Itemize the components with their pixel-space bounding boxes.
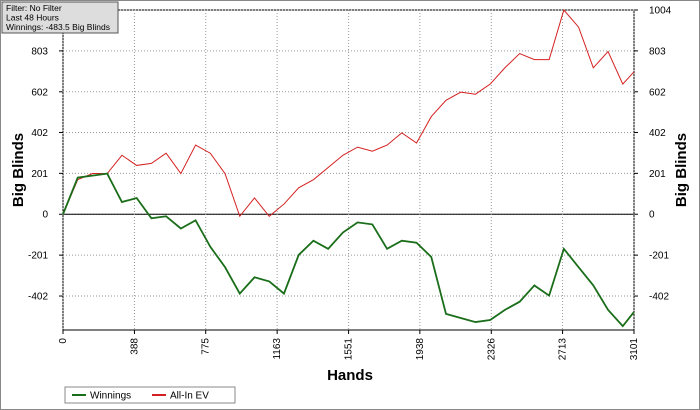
y2-axis-label: Big Blinds — [673, 133, 690, 207]
x-tick-label: 1551 — [344, 338, 355, 361]
x-tick-label: 1163 — [272, 338, 283, 360]
x-tick-label: 388 — [129, 338, 140, 355]
x-tick-label: 775 — [201, 338, 212, 355]
y-axis-label: Big Blinds — [10, 133, 27, 207]
y2-tick-label: 0 — [649, 210, 655, 221]
x-tick-label: 2713 — [558, 338, 569, 361]
y-tick-label: -402 — [28, 292, 48, 303]
y2-tick-label: -402 — [649, 292, 669, 303]
y-tick-label: 402 — [31, 128, 48, 139]
y-tick-label: 602 — [31, 87, 48, 98]
legend-label: Winnings — [90, 391, 131, 402]
y2-tick-label: 402 — [649, 128, 666, 139]
y2-tick-label: 803 — [649, 46, 666, 57]
y-tick-label: 0 — [42, 210, 48, 221]
legend-label: All-In EV — [170, 391, 209, 402]
y2-tick-label: 602 — [649, 87, 666, 98]
info-line: Last 48 Hours — [6, 13, 59, 23]
x-axis-label: Hands — [327, 367, 373, 384]
info-line: Winnings: -483.5 Big Blinds — [6, 22, 110, 32]
x-tick-label: 0 — [58, 338, 69, 344]
y-tick-label: 201 — [31, 169, 48, 180]
y2-tick-label: 1004 — [649, 6, 672, 17]
x-tick-label: 2326 — [486, 338, 497, 361]
x-tick-label: 1938 — [415, 338, 426, 361]
y-tick-label: -201 — [28, 251, 48, 262]
y2-tick-label: 201 — [649, 169, 666, 180]
series-line — [62, 8, 635, 218]
legend-box — [64, 386, 236, 404]
x-tick-label: 3101 — [629, 338, 640, 361]
info-line: Filter: No Filter — [6, 3, 62, 13]
y2-tick-label: -201 — [649, 251, 669, 262]
info-box — [1, 1, 119, 34]
series-line — [62, 172, 635, 328]
y-tick-label: 803 — [31, 46, 48, 57]
